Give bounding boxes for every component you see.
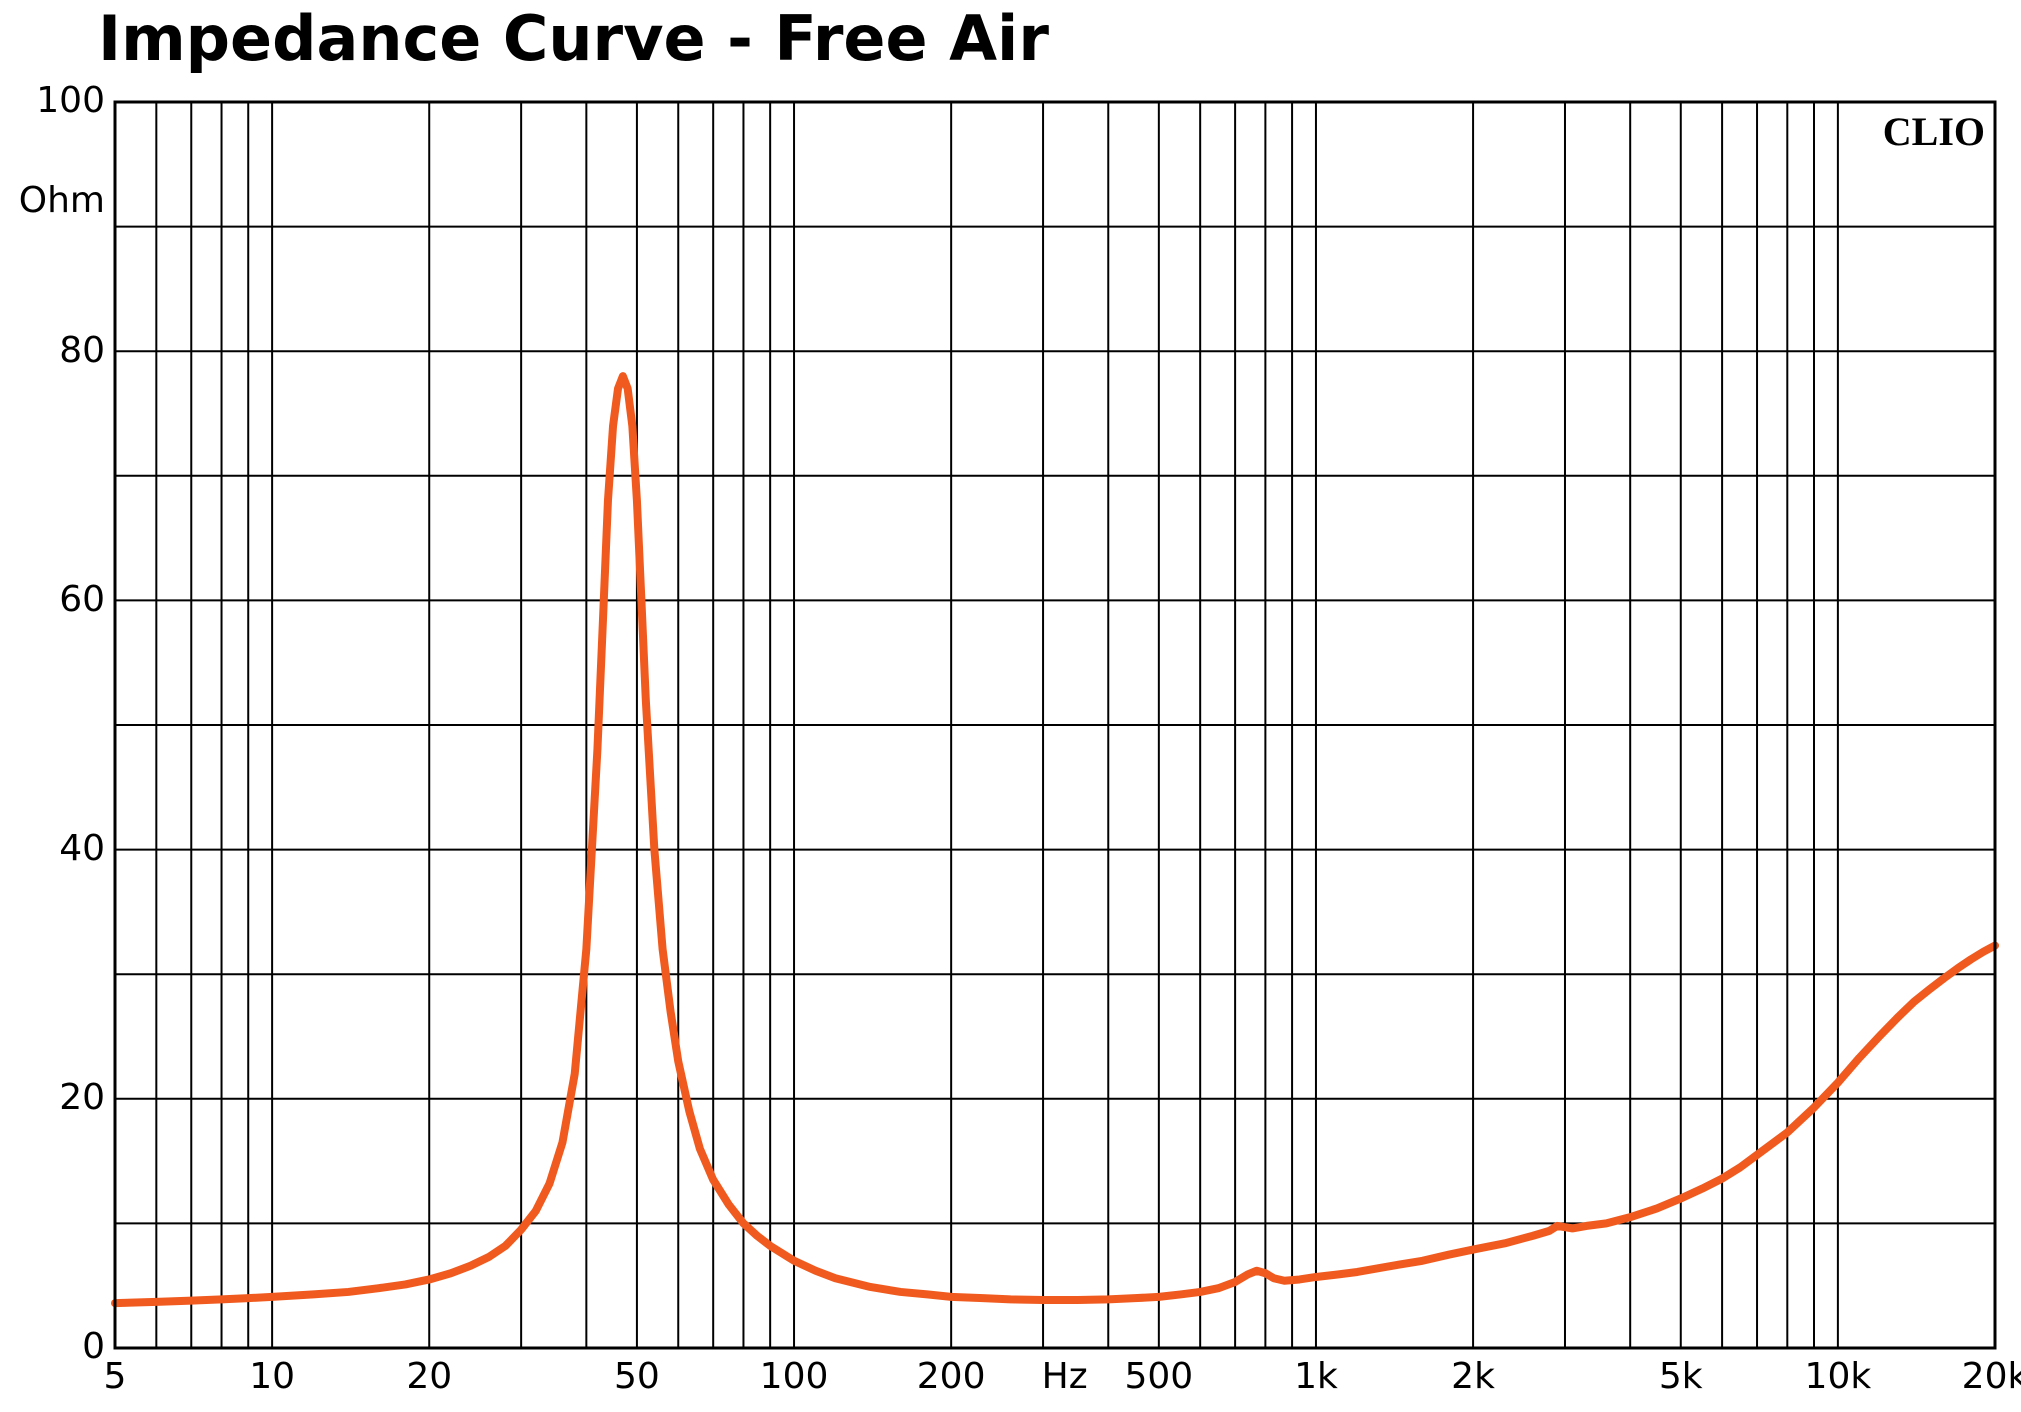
x-tick-label: 20k — [1935, 1356, 2021, 1397]
clio-watermark: CLIO — [1883, 108, 1985, 155]
x-tick-label: 5k — [1621, 1356, 1741, 1397]
x-tick-label: 10k — [1778, 1356, 1898, 1397]
y-tick-label: 100 — [15, 80, 105, 121]
y-tick-label: 20 — [15, 1077, 105, 1118]
x-tick-label: 200 — [891, 1356, 1011, 1397]
x-tick-label: 2k — [1413, 1356, 1533, 1397]
y-axis-unit-label: Ohm — [15, 180, 105, 221]
y-tick-label: 0 — [15, 1326, 105, 1367]
page: Impedance Curve - Free Air 5102050100200… — [0, 0, 2021, 1412]
x-axis-unit-label: Hz — [1005, 1356, 1125, 1397]
impedance-chart — [0, 0, 2021, 1412]
y-tick-label: 40 — [15, 828, 105, 869]
x-tick-label: 10 — [212, 1356, 332, 1397]
y-tick-label: 60 — [15, 579, 105, 620]
x-tick-label: 1k — [1256, 1356, 1376, 1397]
y-tick-label: 80 — [15, 330, 105, 371]
x-tick-label: 50 — [577, 1356, 697, 1397]
x-tick-label: 20 — [369, 1356, 489, 1397]
x-tick-label: 100 — [734, 1356, 854, 1397]
